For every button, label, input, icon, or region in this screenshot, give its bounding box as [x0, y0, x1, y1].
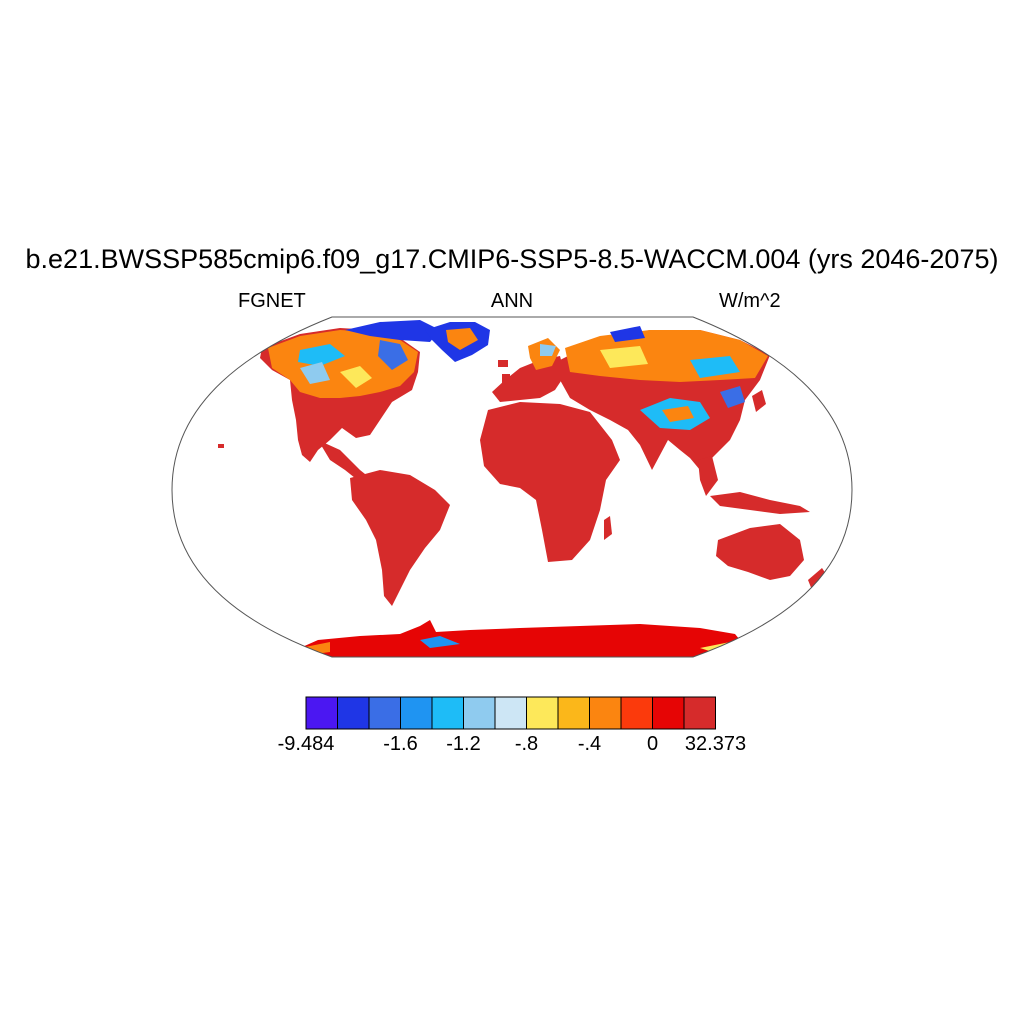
north-america-cool	[298, 344, 345, 366]
indonesia	[710, 492, 810, 514]
variable-name: FGNET	[238, 290, 306, 312]
indochina	[698, 456, 718, 496]
japan	[752, 390, 766, 412]
units-label: W/m^2	[719, 290, 781, 312]
hawaii	[218, 444, 224, 448]
siberia-deepblue	[610, 326, 645, 342]
africa	[480, 402, 620, 562]
colorbar-box	[494, 696, 527, 730]
colorbar-tick-label: -1.6	[383, 733, 418, 755]
north-america-yellow	[340, 366, 372, 388]
colorbar-box	[431, 696, 464, 730]
colorbar-tick-label: -1.2	[446, 733, 481, 755]
colorbar-tick-label: -9.484	[277, 733, 335, 755]
siberia-yellow	[600, 346, 648, 368]
colorbar-tick-label: -.8	[514, 733, 539, 755]
colorbar-tick-label: 32.373	[684, 733, 747, 755]
uk	[502, 374, 510, 386]
new-zealand	[808, 568, 826, 590]
north-america-blue	[378, 340, 408, 370]
antarctica	[300, 620, 740, 657]
east-asia-blue	[720, 386, 745, 408]
iceland	[498, 360, 508, 367]
siberia-blue	[690, 356, 740, 378]
colorbar-box	[526, 696, 559, 730]
antarctica-coast-cool	[420, 636, 460, 648]
colorbar-box	[557, 696, 590, 730]
colorbar-box	[589, 696, 622, 730]
colorbar-tick-label: 0	[646, 733, 659, 755]
colorbar-box	[305, 696, 338, 730]
central-america	[318, 440, 370, 482]
colorbar-box	[652, 696, 685, 730]
colorbar-box	[400, 696, 433, 730]
canada-lightblue	[300, 362, 330, 384]
greenland-interior	[446, 328, 478, 350]
colorbar-tick-label: -.4	[577, 733, 602, 755]
australia	[716, 524, 804, 580]
europe	[492, 356, 565, 402]
south-america	[350, 470, 450, 606]
plot-title: b.e21.BWSSP585cmip6.f09_g17.CMIP6-SSP5-8…	[25, 244, 999, 274]
map-border	[171, 316, 853, 658]
tibet-core	[662, 406, 694, 422]
colorbar-box	[620, 696, 653, 730]
colorbar-box	[463, 696, 496, 730]
colorbar-box	[683, 696, 716, 730]
colorbar-box	[368, 696, 401, 730]
colorbar-box	[337, 696, 370, 730]
scandinavia-cool	[540, 344, 556, 356]
madagascar	[604, 516, 612, 540]
season-label: ANN	[490, 290, 534, 312]
canadian-archipelago	[345, 320, 440, 342]
